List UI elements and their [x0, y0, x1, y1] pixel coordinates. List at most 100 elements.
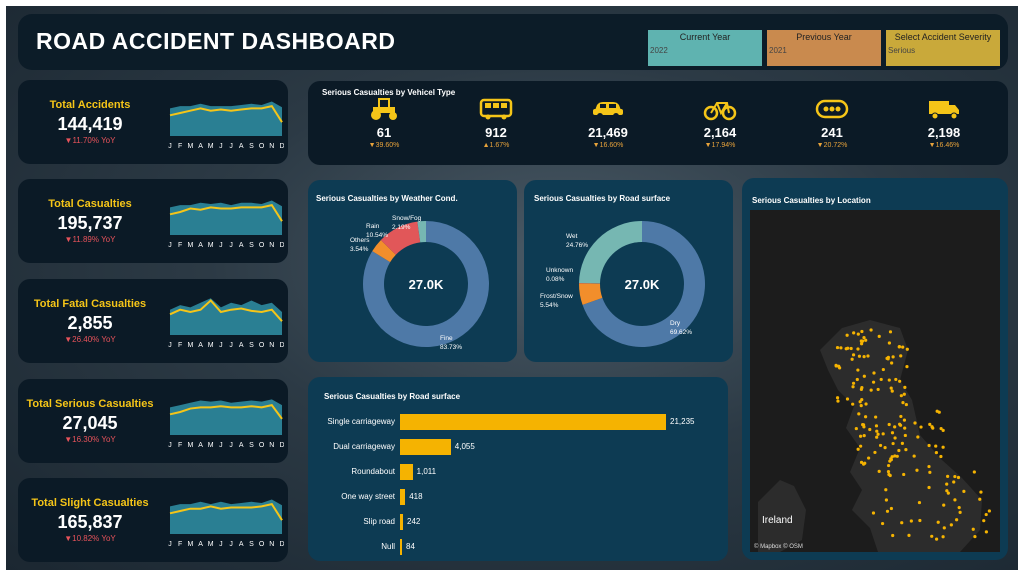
- casualty-point: [897, 344, 902, 349]
- casualty-point: [984, 512, 988, 517]
- page-title: ROAD ACCIDENT DASHBOARD: [36, 28, 396, 54]
- month-tick-label: A: [239, 442, 244, 449]
- filter-value: 2022: [650, 46, 668, 55]
- donut-slice: [363, 221, 489, 347]
- casualty-point: [971, 527, 975, 531]
- month-tick-label: J: [168, 442, 172, 449]
- casualty-point: [835, 396, 840, 400]
- casualty-point: [955, 518, 959, 522]
- casualty-point: [915, 468, 919, 472]
- casualty-point: [957, 506, 961, 510]
- donut-slice-percent: 3.54%: [350, 246, 369, 253]
- month-tick-label: J: [219, 442, 223, 449]
- casualty-point: [879, 377, 883, 382]
- casualty-point: [942, 503, 946, 507]
- vehicle-type-item[interactable]: 21,469 ▼16.60%: [568, 97, 648, 149]
- month-tick-label: S: [249, 442, 254, 449]
- casualty-point: [928, 470, 932, 474]
- previous-year-filter[interactable]: Previous Year 2021: [767, 30, 881, 66]
- vehicle-count: 21,469: [588, 125, 628, 140]
- map-attribution: © Mapbox © OSM: [754, 543, 803, 550]
- casualty-point: [859, 387, 863, 391]
- current-year-filter[interactable]: Current Year 2022: [648, 30, 762, 66]
- casualty-point: [864, 338, 868, 342]
- bar-category-label: Slip road: [363, 517, 395, 526]
- donut-slice-percent: 83.73%: [440, 344, 462, 351]
- severity-filter[interactable]: Select Accident Severity Serious: [886, 30, 1000, 66]
- vehicle-type-item[interactable]: 2,198 ▼16.46%: [904, 97, 984, 149]
- vehicle-change: ▼39.60%: [368, 142, 400, 149]
- casualty-point: [941, 428, 945, 432]
- month-tick-label: D: [279, 242, 284, 249]
- bar[interactable]: [400, 489, 406, 505]
- month-tick-label: A: [239, 242, 244, 249]
- casualty-point: [875, 435, 879, 439]
- vehicle-type-item[interactable]: 912 ▲1.67%: [456, 97, 536, 149]
- casualty-point: [897, 448, 901, 453]
- casualty-point: [962, 489, 966, 493]
- donut-slice: [380, 221, 421, 255]
- previous-year-area: [170, 101, 282, 136]
- donut-slice-percent: 10.54%: [366, 232, 388, 239]
- casualty-point: [979, 490, 983, 494]
- month-tick-label: J: [229, 143, 233, 150]
- bar[interactable]: [400, 464, 413, 480]
- current-year-line: [169, 403, 283, 420]
- month-tick-label: J: [168, 143, 172, 150]
- month-tick-label: S: [249, 541, 254, 548]
- ireland-landmass: [758, 480, 806, 552]
- vehicle-type-item[interactable]: 241 ▼20.72%: [792, 97, 872, 149]
- casualty-point: [885, 356, 889, 360]
- vehicle-type-item[interactable]: 2,164 ▼17.94%: [680, 97, 760, 149]
- casualty-point: [856, 332, 860, 336]
- vehicle-count: 61: [376, 125, 392, 140]
- casualty-point: [893, 436, 897, 440]
- casualty-point: [851, 385, 855, 389]
- casualty-point: [883, 446, 887, 450]
- filter-label: Current Year: [679, 32, 731, 42]
- bar[interactable]: [400, 439, 451, 455]
- casualty-point: [903, 433, 907, 438]
- bar[interactable]: [400, 414, 666, 430]
- vehicle-change: ▼16.46%: [928, 142, 960, 149]
- casualty-point: [881, 367, 885, 372]
- bar-row: Slip road 242: [308, 514, 708, 530]
- vehicle-count: 241: [821, 125, 843, 140]
- casualty-point: [862, 335, 866, 340]
- road-surface-donut-card: Serious Casualties by Road surface 27.0K…: [524, 180, 733, 362]
- kpi-yoy: ▼11.70% YoY: [64, 136, 116, 145]
- bar[interactable]: [400, 539, 402, 555]
- month-tick-label: A: [198, 442, 203, 449]
- map-title: Serious Casualties by Location: [752, 196, 871, 205]
- vehicle-change: ▼16.60%: [592, 142, 624, 149]
- kpi-name: Total Slight Casualties: [31, 497, 149, 509]
- casualty-point: [902, 472, 906, 477]
- donut-slice-percent: 2.19%: [392, 224, 411, 231]
- casualty-point: [884, 498, 888, 502]
- kpi-yoy: ▼26.40% YoY: [64, 335, 116, 344]
- casualty-point: [973, 534, 977, 539]
- donut-slice-percent: 69.62%: [670, 329, 692, 336]
- casualty-point: [934, 450, 939, 455]
- casualty-map[interactable]: Ireland © Mapbox © OSM: [750, 210, 1000, 552]
- vehicle-change: ▲1.67%: [482, 142, 510, 149]
- casualty-point: [876, 432, 880, 436]
- casualty-point: [891, 533, 895, 538]
- casualty-point: [874, 415, 878, 419]
- casualty-point: [887, 378, 891, 382]
- donut-slice: [417, 221, 426, 243]
- casualty-point: [849, 346, 853, 351]
- donut-center-value: 27.0K: [409, 277, 444, 292]
- current-year-line: [169, 203, 283, 222]
- casualty-point: [845, 333, 849, 337]
- bar[interactable]: [400, 514, 404, 530]
- vehicle-type-item[interactable]: 61 ▼39.60%: [344, 97, 424, 149]
- casualty-point: [902, 392, 906, 396]
- other-icon: [792, 97, 872, 121]
- casualty-point: [888, 459, 892, 463]
- casualty-point: [887, 341, 891, 345]
- map-canvas: Ireland © Mapbox © OSM: [754, 320, 991, 552]
- casualty-point: [895, 454, 899, 458]
- casualty-point: [866, 354, 870, 358]
